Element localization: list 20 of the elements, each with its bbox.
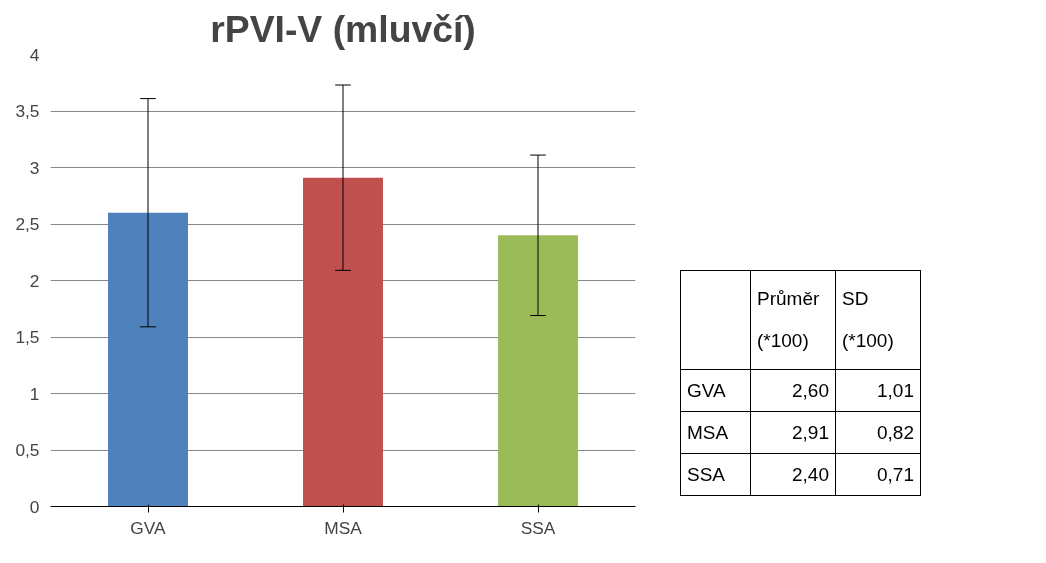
x-tick-label: SSA [520,517,556,538]
category-label: GVA [680,369,751,412]
y-tick-label: 2 [29,270,40,291]
y-tick-label: 0,5 [15,440,40,460]
x-tick-label: GVA [130,517,167,538]
y-tick-label: 1 [29,383,40,404]
y-tick-label: 1,5 [15,327,40,347]
category-label: MSA [680,411,751,454]
x-tick-label: MSA [324,517,363,538]
bar [498,235,578,507]
chart-title: rPVI-V (mluvčí) [210,7,476,50]
bar [303,177,383,507]
category-label: SSA [680,453,751,496]
y-tick-label: 3 [29,157,40,178]
y-tick-label: 0 [29,496,40,517]
y-tick-label: 3,5 [15,101,40,121]
y-tick-label: 2,5 [15,214,40,234]
bar [108,212,188,507]
y-tick-label: 4 [29,44,40,65]
table: Průměr (*100) SD (*100) GVA 2,60 1,01 MSA 2,91 0,82 SSA 2,40 0,71 [680,270,921,496]
